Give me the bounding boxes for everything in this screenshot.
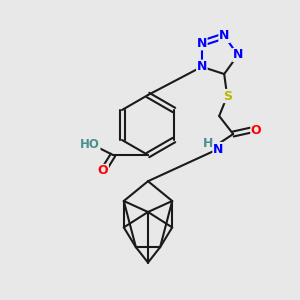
Text: H: H <box>203 136 213 149</box>
Text: O: O <box>251 124 262 136</box>
Text: N: N <box>213 142 224 155</box>
Text: N: N <box>196 60 207 73</box>
Text: O: O <box>98 164 108 178</box>
Text: HO: HO <box>80 137 100 151</box>
Text: N: N <box>233 49 243 62</box>
Text: S: S <box>223 89 232 103</box>
Text: N: N <box>196 37 207 50</box>
Text: N: N <box>219 29 230 43</box>
